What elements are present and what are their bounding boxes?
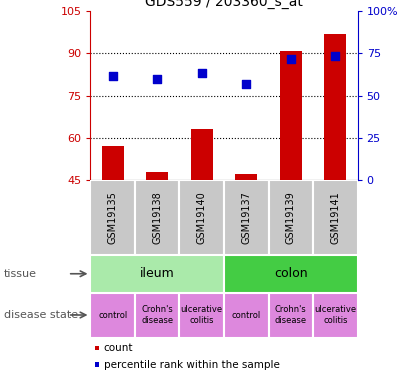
Text: Crohn's
disease: Crohn's disease bbox=[275, 305, 307, 325]
Bar bbox=[224, 180, 268, 255]
Text: GSM19137: GSM19137 bbox=[241, 191, 251, 244]
Bar bbox=[90, 255, 224, 292]
Bar bbox=[279, 51, 302, 180]
Bar bbox=[135, 292, 180, 338]
Text: ulcerative
colitis: ulcerative colitis bbox=[181, 305, 223, 325]
Title: GDS559 / 203360_s_at: GDS559 / 203360_s_at bbox=[145, 0, 303, 9]
Text: ulcerative
colitis: ulcerative colitis bbox=[314, 305, 356, 325]
Point bbox=[287, 56, 294, 62]
Text: tissue: tissue bbox=[4, 269, 37, 279]
Bar bbox=[224, 292, 268, 338]
Text: GSM19140: GSM19140 bbox=[197, 191, 207, 244]
Bar bbox=[102, 146, 124, 180]
Text: control: control bbox=[98, 310, 127, 320]
Bar bbox=[324, 34, 346, 180]
Text: disease state: disease state bbox=[4, 310, 78, 320]
Text: Crohn's
disease: Crohn's disease bbox=[141, 305, 173, 325]
Bar bbox=[191, 129, 213, 180]
Text: percentile rank within the sample: percentile rank within the sample bbox=[104, 360, 279, 369]
Bar bbox=[180, 292, 224, 338]
Point bbox=[154, 76, 161, 82]
Point bbox=[243, 81, 249, 87]
Text: control: control bbox=[232, 310, 261, 320]
Text: GSM19139: GSM19139 bbox=[286, 191, 296, 244]
Bar bbox=[268, 180, 313, 255]
Text: colon: colon bbox=[274, 267, 307, 280]
Bar bbox=[235, 174, 257, 180]
Bar bbox=[146, 172, 169, 180]
Text: count: count bbox=[104, 343, 133, 353]
Bar bbox=[135, 180, 180, 255]
Text: GSM19141: GSM19141 bbox=[330, 191, 340, 244]
Bar bbox=[313, 180, 358, 255]
Text: GSM19135: GSM19135 bbox=[108, 191, 118, 244]
Point bbox=[109, 73, 116, 79]
Bar bbox=[180, 180, 224, 255]
Bar bbox=[313, 292, 358, 338]
Point bbox=[332, 53, 339, 59]
Text: GSM19138: GSM19138 bbox=[152, 191, 162, 244]
Bar bbox=[268, 292, 313, 338]
Bar bbox=[90, 292, 135, 338]
Bar bbox=[224, 255, 358, 292]
Bar bbox=[90, 180, 135, 255]
Point bbox=[199, 70, 205, 76]
Text: ileum: ileum bbox=[140, 267, 175, 280]
